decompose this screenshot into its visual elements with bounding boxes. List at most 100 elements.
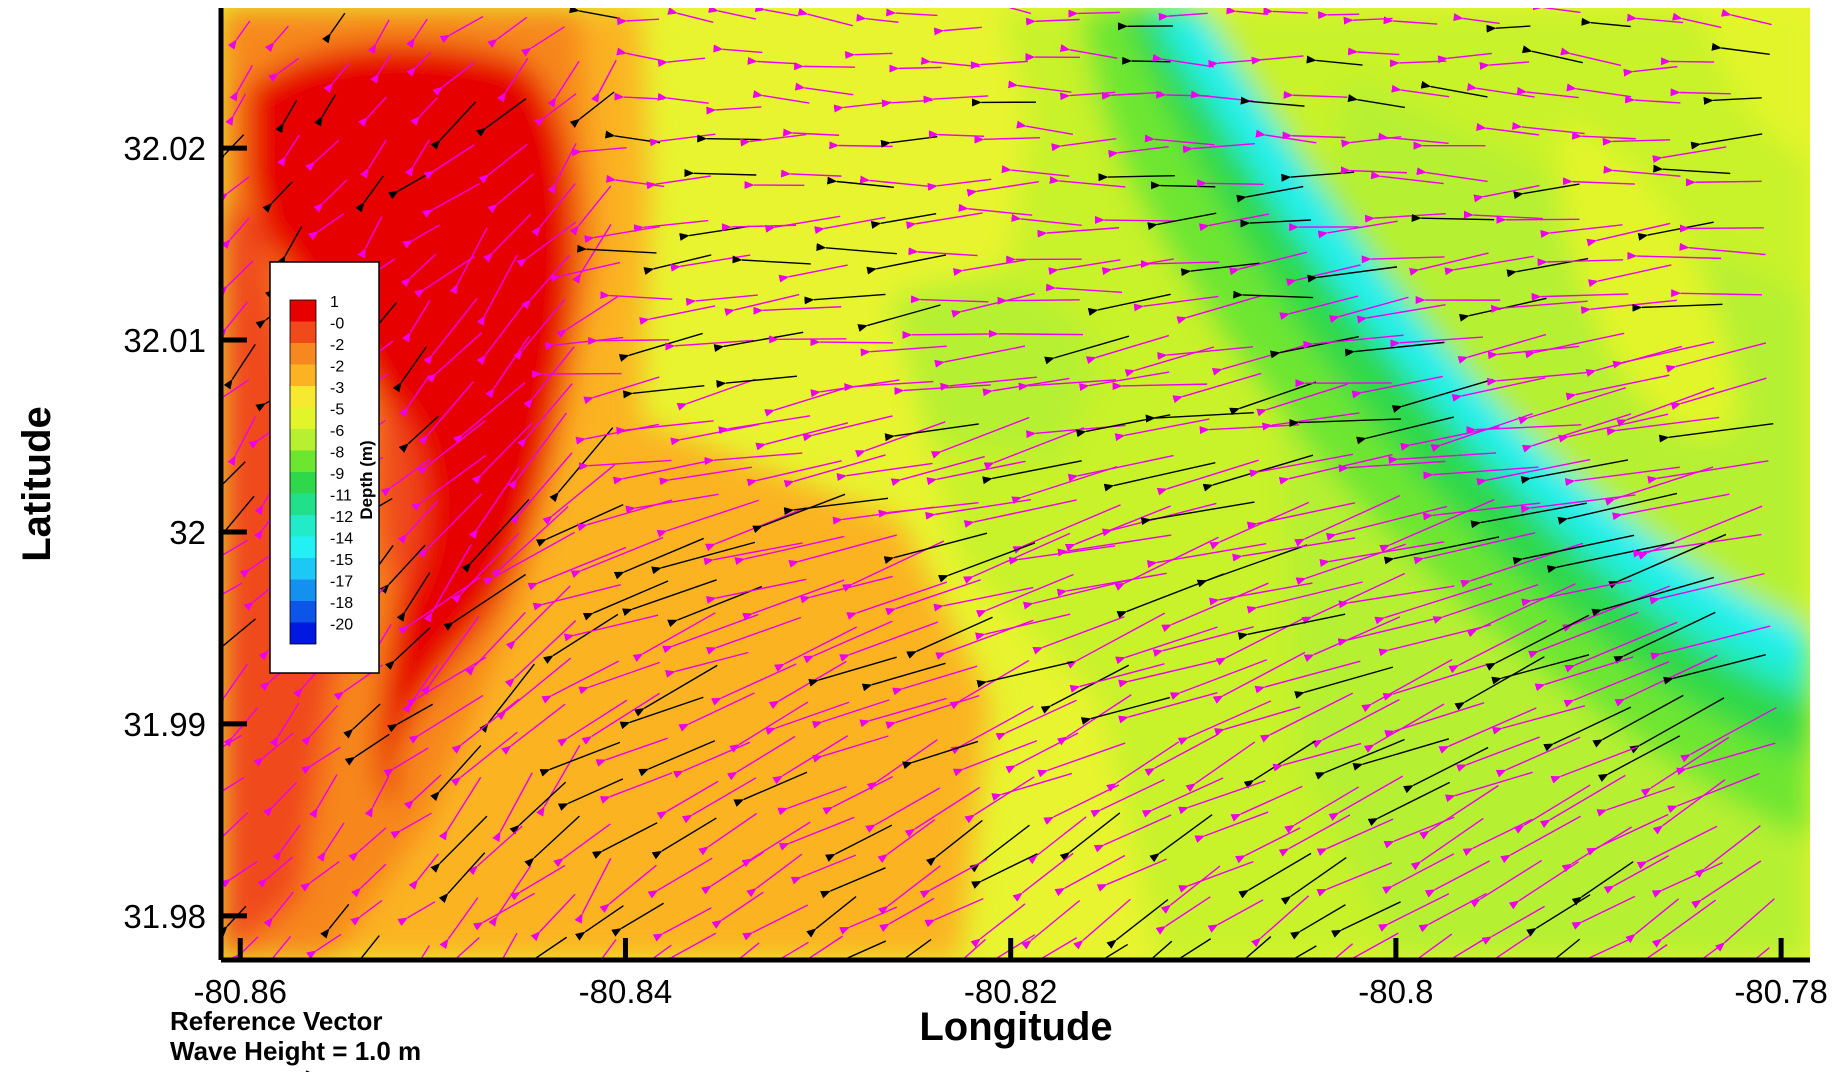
wave-vector-black: [1044, 335, 1130, 365]
wave-vector-magenta: [1625, 898, 1680, 944]
wave-vector-magenta: [1351, 375, 1443, 399]
wave-vector-magenta: [497, 57, 529, 103]
wave-vector-magenta: [300, 746, 341, 775]
wave-vector-black: [569, 8, 620, 20]
wave-vector-magenta: [1229, 251, 1308, 276]
wave-vector-black: [1098, 173, 1175, 182]
wave-vector-magenta: [885, 579, 981, 616]
wave-vector-black: [651, 541, 756, 575]
wave-vector-magenta: [1177, 700, 1272, 746]
wave-vector-magenta: [1026, 17, 1080, 26]
wave-vector-magenta: [950, 705, 1034, 755]
wave-vector-black: [355, 175, 384, 213]
wave-vector-magenta: [1316, 862, 1393, 897]
wave-vector-magenta: [1388, 452, 1497, 464]
wave-vector-black: [1543, 706, 1632, 752]
wave-vector-magenta: [790, 854, 857, 885]
wave-vector-magenta: [866, 739, 938, 791]
wave-vector-black: [314, 93, 337, 127]
wave-vector-magenta: [1012, 504, 1121, 554]
wave-vector-magenta: [402, 300, 431, 343]
wave-vector-magenta: [703, 542, 803, 566]
wave-vector-magenta: [802, 415, 893, 442]
wave-vector-magenta: [418, 381, 474, 445]
wave-vector-magenta: [1021, 899, 1081, 950]
wave-vector-magenta: [632, 612, 716, 662]
wave-vector-magenta: [908, 247, 978, 257]
wave-vector-black: [1233, 290, 1314, 299]
wave-vector-magenta: [657, 92, 709, 104]
legend-level-label: -12: [330, 509, 353, 526]
wave-vector-magenta: [1230, 785, 1303, 822]
wave-vector-magenta: [1303, 334, 1404, 349]
wave-vector-magenta: [649, 944, 672, 960]
wave-vector-magenta: [600, 939, 617, 960]
wave-vector-magenta: [1753, 947, 1770, 960]
legend-level-label: -3: [330, 380, 344, 397]
wave-vector-magenta: [420, 616, 480, 696]
wave-vector-magenta: [1108, 146, 1169, 158]
wave-vector-magenta: [485, 335, 530, 399]
wave-vector-magenta: [1550, 746, 1638, 784]
wave-vector-black: [651, 817, 717, 860]
wave-vector-magenta: [1067, 454, 1174, 482]
wave-vector-magenta: [1606, 416, 1720, 436]
wave-vector-magenta: [422, 182, 480, 218]
wave-vector-black: [392, 346, 428, 393]
wave-vector-magenta: [257, 856, 293, 888]
wave-vector-magenta: [599, 772, 673, 804]
wave-vector-magenta: [221, 734, 243, 749]
wave-vector-magenta: [1453, 13, 1500, 25]
wave-vector-magenta: [1531, 292, 1629, 301]
wave-vector-black: [820, 867, 886, 899]
wave-vector-magenta: [473, 892, 535, 931]
wave-vector-black: [1243, 740, 1316, 789]
wave-vector-magenta: [509, 452, 573, 525]
wave-vector-magenta: [1539, 774, 1626, 829]
wave-vector-black: [1294, 666, 1394, 699]
wave-vector-black: [883, 532, 988, 564]
wave-vector-magenta: [1571, 895, 1636, 930]
y-tick-label: 32.01: [123, 322, 206, 359]
wave-vector-magenta: [778, 816, 855, 851]
wave-vector-magenta: [1448, 937, 1487, 960]
wave-vector-magenta: [367, 19, 390, 55]
legend-swatch: [290, 343, 316, 365]
wave-vector-black: [438, 852, 486, 904]
wave-vector-magenta: [263, 936, 292, 960]
legend-level-label: -8: [330, 445, 344, 462]
y-tick-label: 31.98: [123, 898, 206, 935]
wave-vector-magenta: [777, 941, 809, 960]
wave-vector-black: [475, 98, 527, 137]
wave-vector-magenta: [487, 16, 528, 48]
wave-vector-magenta: [453, 382, 526, 444]
wave-vector-magenta: [491, 506, 569, 578]
legend-level-label: -20: [330, 617, 353, 634]
legend-swatch-frame: [289, 299, 317, 645]
wave-vector-magenta: [616, 47, 664, 62]
y-axis-title: Latitude: [15, 406, 59, 562]
wave-vector-magenta: [726, 735, 796, 781]
wave-vector-magenta: [1096, 858, 1167, 892]
wave-vector-black: [1703, 96, 1762, 105]
wave-vector-magenta: [1018, 379, 1117, 391]
wave-vector-black: [976, 661, 1074, 688]
wave-vector-black: [870, 213, 937, 229]
wave-vector-black: [262, 181, 293, 213]
wave-vector-magenta: [404, 139, 431, 177]
wave-vector-magenta: [878, 502, 979, 518]
legend-swatch: [290, 558, 316, 580]
wave-vector-black: [816, 243, 898, 255]
wave-vector-magenta: [633, 219, 709, 233]
wave-vector-magenta: [783, 128, 840, 137]
legend-level-label: -18: [330, 595, 353, 612]
depth-contour-field: [221, 8, 1810, 960]
wave-vector-magenta: [729, 701, 809, 753]
wave-vector-black: [1106, 899, 1169, 949]
wave-vector-magenta: [902, 330, 994, 339]
wave-vector-black: [1236, 185, 1304, 203]
wave-vector-black: [1059, 812, 1121, 862]
wave-vector-magenta: [904, 786, 981, 838]
wave-vector-magenta: [1157, 346, 1254, 360]
wave-vector-magenta: [814, 216, 886, 235]
